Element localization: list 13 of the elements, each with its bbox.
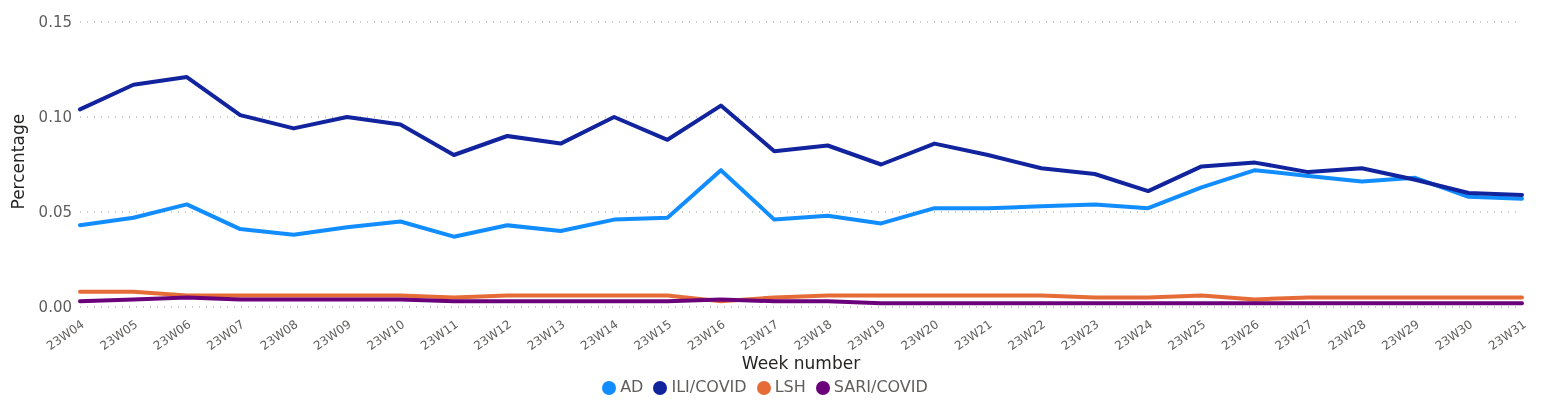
- x-axis-title: Week number: [741, 353, 861, 373]
- line-series: [78, 289, 1524, 304]
- legend-label: LSH: [774, 377, 806, 396]
- y-tick-label: 0.10: [38, 108, 72, 127]
- legend-label: SARI/COVID: [833, 377, 928, 396]
- y-tick-label: 0.00: [38, 298, 72, 317]
- y-axis-title: Percentage: [8, 113, 29, 210]
- line-series: [78, 168, 1524, 239]
- legend-label: AD: [620, 377, 644, 396]
- y-tick-label: 0.05: [38, 203, 72, 222]
- y-tick-label: 0.15: [38, 13, 72, 32]
- line-series: [78, 75, 1524, 197]
- legend-label: ILI/COVID: [671, 377, 747, 396]
